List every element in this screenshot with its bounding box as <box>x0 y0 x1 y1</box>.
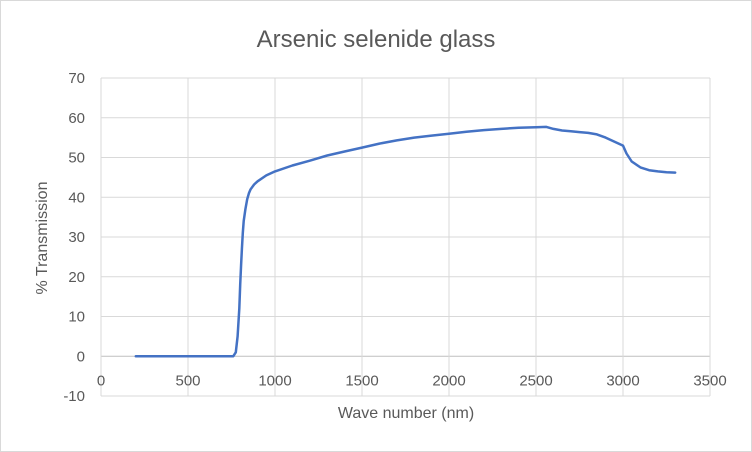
x-tick-label: 3000 <box>606 372 639 389</box>
y-tick-label: 0 <box>77 348 85 365</box>
x-tick-labels: 0 500 1000 1500 2000 2500 3000 3500 <box>97 372 727 389</box>
y-tick-label: 40 <box>68 189 85 206</box>
y-tick-label: 70 <box>68 70 85 87</box>
x-tick-label: 3500 <box>693 372 726 389</box>
y-axis-title: % Transmission <box>34 182 51 295</box>
series-line <box>134 125 677 358</box>
chart-title: Arsenic selenide glass <box>257 26 496 53</box>
y-tick-label: 20 <box>68 269 85 286</box>
x-tick-label: 1500 <box>345 372 378 389</box>
x-axis-title: Wave number (nm) <box>338 405 474 422</box>
y-tick-label: 60 <box>68 110 85 127</box>
x-tick-label: 2500 <box>519 372 552 389</box>
y-tick-label: 50 <box>68 150 85 167</box>
y-tick-labels: -10 0 10 20 30 40 50 60 70 <box>63 70 85 405</box>
grid-lines <box>100 77 711 397</box>
y-tick-label: -10 <box>63 388 85 405</box>
x-tick-label: 0 <box>97 372 105 389</box>
y-tick-label: 30 <box>68 229 85 246</box>
x-tick-label: 2000 <box>432 372 465 389</box>
y-tick-label: 10 <box>68 309 85 326</box>
x-tick-label: 500 <box>175 372 200 389</box>
x-tick-label: 1000 <box>258 372 291 389</box>
